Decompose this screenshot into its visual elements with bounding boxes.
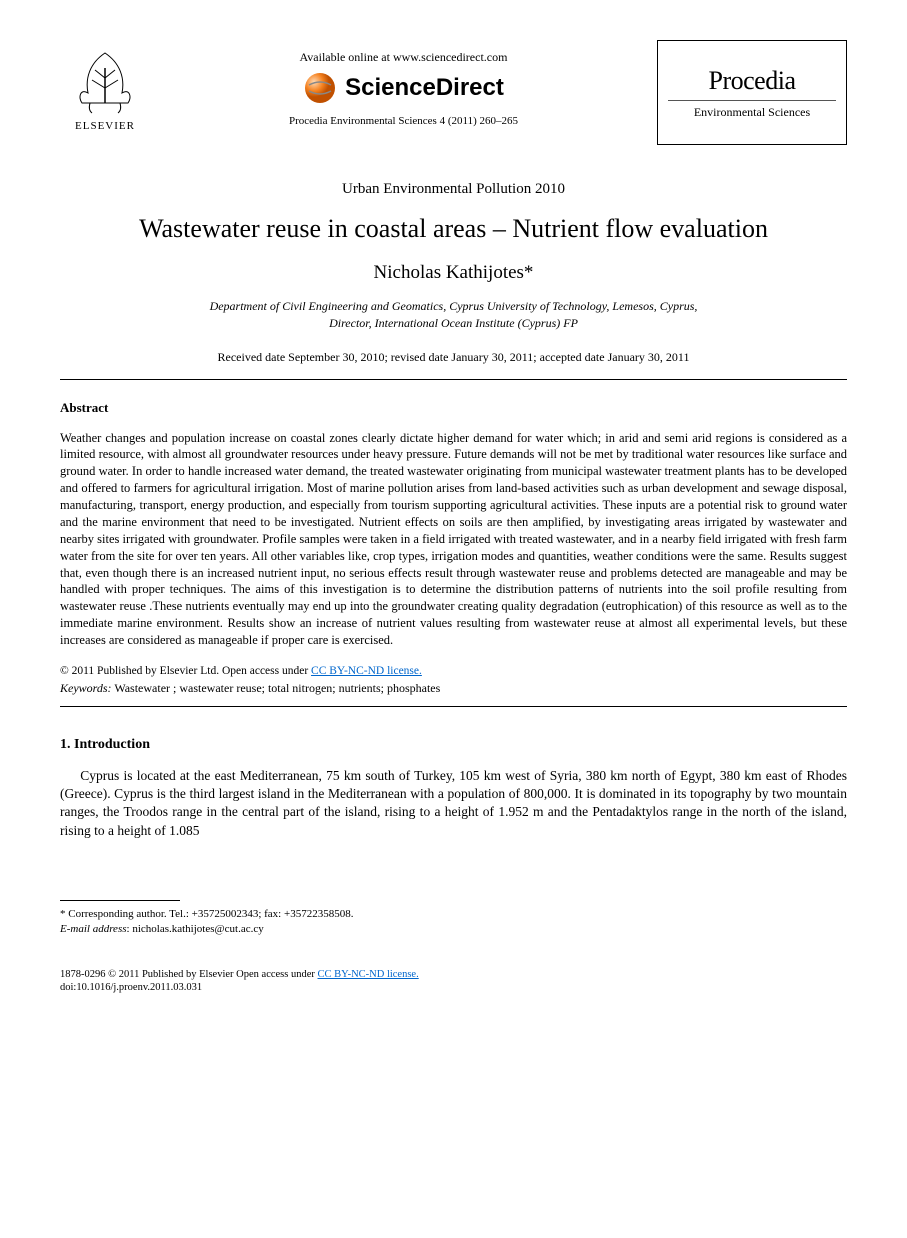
- copyright-line: © 2011 Published by Elsevier Ltd. Open a…: [60, 665, 847, 677]
- section-heading-intro: 1. Introduction: [60, 737, 847, 753]
- email-value: : nicholas.kathijotes@cut.ac.cy: [127, 923, 264, 935]
- affiliation-line1: Department of Civil Engineering and Geom…: [210, 299, 698, 313]
- divider: [60, 706, 847, 707]
- footer-cc-link[interactable]: CC BY-NC-ND license.: [318, 969, 419, 980]
- sciencedirect-logo: ScienceDirect: [150, 71, 657, 105]
- open-access-prefix: Open access under: [222, 665, 311, 677]
- email-label: E-mail address: [60, 923, 127, 935]
- abstract-heading: Abstract: [60, 400, 847, 416]
- page-footer: 1878-0296 © 2011 Published by Elsevier O…: [60, 968, 847, 995]
- footer-open-access: Open access under: [236, 969, 317, 980]
- elsevier-label: ELSEVIER: [75, 120, 135, 132]
- author-name: Nicholas Kathijotes*: [60, 262, 847, 284]
- copyright-text: © 2011 Published by Elsevier Ltd.: [60, 665, 219, 677]
- procedia-title: Procedia: [709, 66, 796, 96]
- divider: [60, 379, 847, 380]
- available-online-text: Available online at www.sciencedirect.co…: [150, 50, 657, 65]
- sciencedirect-text: ScienceDirect: [345, 74, 504, 102]
- sciencedirect-ball-icon: [303, 71, 337, 105]
- procedia-subtitle: Environmental Sciences: [668, 100, 836, 120]
- journal-box: Procedia Environmental Sciences: [657, 40, 847, 145]
- footnote-separator: [60, 900, 180, 901]
- keywords-label: Keywords:: [60, 681, 112, 695]
- abstract-text: Weather changes and population increase …: [60, 430, 847, 649]
- page-header: ELSEVIER Available online at www.science…: [60, 40, 847, 145]
- corresponding-author-footnote: * Corresponding author. Tel.: +357250023…: [60, 907, 847, 938]
- intro-paragraph: Cyprus is located at the east Mediterran…: [60, 767, 847, 840]
- elsevier-tree-icon: [70, 48, 140, 118]
- article-dates: Received date September 30, 2010; revise…: [60, 350, 847, 365]
- affiliation-line2: Director, International Ocean Institute …: [329, 316, 578, 330]
- journal-citation: Procedia Environmental Sciences 4 (2011)…: [150, 115, 657, 127]
- conference-name: Urban Environmental Pollution 2010: [60, 181, 847, 198]
- article-title: Wastewater reuse in coastal areas – Nutr…: [60, 214, 847, 244]
- keywords-line: Keywords: Wastewater ; wastewater reuse;…: [60, 681, 847, 696]
- keywords-text: Wastewater ; wastewater reuse; total nit…: [112, 681, 441, 695]
- doi-text: doi:10.1016/j.proenv.2011.03.031: [60, 981, 847, 995]
- header-center: Available online at www.sciencedirect.co…: [150, 40, 657, 127]
- issn-line: 1878-0296 © 2011 Published by Elsevier: [60, 969, 236, 980]
- corr-author-text: * Corresponding author. Tel.: +357250023…: [60, 907, 847, 922]
- elsevier-logo: ELSEVIER: [60, 40, 150, 140]
- affiliation: Department of Civil Engineering and Geom…: [60, 298, 847, 332]
- cc-license-link[interactable]: CC BY-NC-ND license.: [311, 665, 422, 677]
